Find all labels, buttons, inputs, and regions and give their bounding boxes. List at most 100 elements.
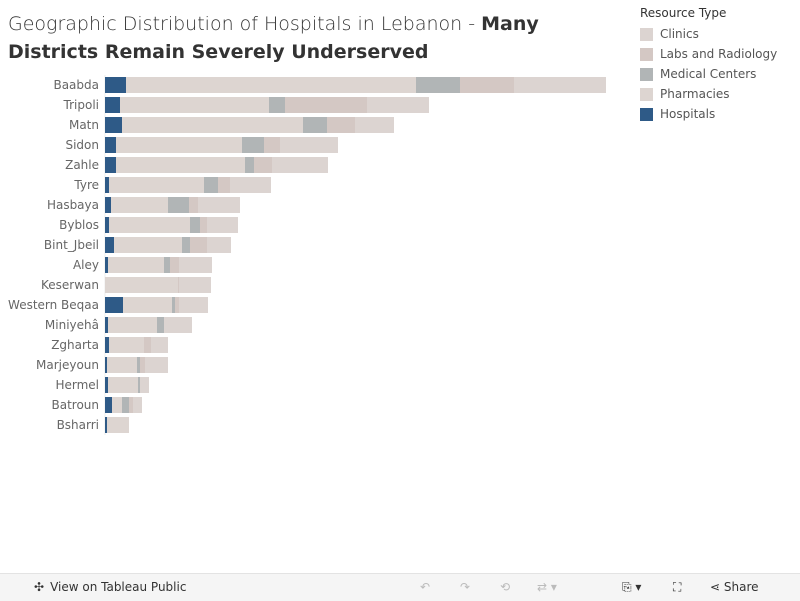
bar-segment-clinics[interactable] [179, 277, 211, 293]
view-on-tableau-button[interactable]: ✣ View on Tableau Public [34, 580, 186, 594]
category-label: Sidon [65, 138, 99, 152]
bar-segment-labs-and-radiology[interactable] [327, 117, 355, 133]
bar-segment-medical-centers[interactable] [303, 117, 327, 133]
bar-segment-clinics[interactable] [514, 77, 606, 93]
legend-item[interactable]: Pharmacies [640, 84, 777, 104]
bar-segment-hospitals[interactable] [105, 357, 107, 373]
bar-segment-pharmacies[interactable] [108, 377, 138, 393]
bar-segment-pharmacies[interactable] [122, 117, 303, 133]
bar-segment-clinics[interactable] [145, 357, 168, 373]
bar-segment-pharmacies[interactable] [112, 397, 122, 413]
bar-segment-labs-and-radiology[interactable] [190, 237, 207, 253]
bar-segment-labs-and-radiology[interactable] [254, 157, 272, 173]
bar-segment-clinics[interactable] [179, 257, 212, 273]
bar-segment-clinics[interactable] [179, 297, 208, 313]
bar-segment-clinics[interactable] [280, 137, 338, 153]
bar-segment-pharmacies[interactable] [109, 337, 144, 353]
bar-segment-labs-and-radiology[interactable] [200, 217, 207, 233]
redo-icon[interactable]: ↷ [460, 580, 471, 594]
bar-segment-clinics[interactable] [207, 237, 231, 253]
bar-segment-labs-and-radiology[interactable] [264, 137, 280, 153]
bar-segment-clinics[interactable] [272, 157, 328, 173]
bar-segment-clinics[interactable] [133, 397, 142, 413]
bar-segment-pharmacies[interactable] [114, 237, 182, 253]
bar-segment-medical-centers[interactable] [122, 397, 129, 413]
bar-segment-hospitals[interactable] [105, 77, 126, 93]
share-button[interactable]: ⋖ Share [710, 580, 759, 594]
bar-segment-clinics[interactable] [140, 377, 149, 393]
bar-segment-medical-centers[interactable] [416, 77, 460, 93]
bar-segment-labs-and-radiology[interactable] [140, 357, 145, 373]
bar-segment-medical-centers[interactable] [182, 237, 190, 253]
legend-label: Labs and Radiology [660, 47, 778, 61]
bar-segment-hospitals[interactable] [105, 137, 116, 153]
bar-segment-medical-centers[interactable] [157, 317, 164, 333]
bar-segment-clinics[interactable] [164, 317, 192, 333]
bar-segment-labs-and-radiology[interactable] [170, 257, 179, 273]
category-label: Marjeyoun [36, 358, 99, 372]
bar-segment-medical-centers[interactable] [137, 357, 140, 373]
bar-segment-medical-centers[interactable] [138, 377, 140, 393]
bar-segment-labs-and-radiology[interactable] [189, 197, 198, 213]
bar-segment-hospitals[interactable] [105, 397, 112, 413]
bar-segment-hospitals[interactable] [105, 337, 109, 353]
bar-segment-pharmacies[interactable] [120, 97, 269, 113]
bar-segment-medical-centers[interactable] [204, 177, 218, 193]
legend-item[interactable]: Labs and Radiology [640, 44, 777, 64]
bar-segment-hospitals[interactable] [105, 237, 114, 253]
bar-segment-medical-centers[interactable] [242, 137, 264, 153]
bar-segment-hospitals[interactable] [105, 417, 107, 433]
bar-segment-hospitals[interactable] [105, 377, 108, 393]
legend-item[interactable]: Hospitals [640, 104, 777, 124]
bar-segment-hospitals[interactable] [105, 317, 108, 333]
bar-segment-hospitals[interactable] [105, 177, 109, 193]
bar-segment-pharmacies[interactable] [109, 177, 204, 193]
bar-segment-hospitals[interactable] [105, 117, 122, 133]
bar-segment-pharmacies[interactable] [116, 157, 245, 173]
bar-segment-clinics[interactable] [355, 117, 394, 133]
bar-segment-clinics[interactable] [230, 177, 271, 193]
bar-segment-pharmacies[interactable] [108, 257, 164, 273]
bar-segment-pharmacies[interactable] [126, 77, 416, 93]
bar-segment-medical-centers[interactable] [168, 197, 189, 213]
bar-segment-clinics[interactable] [207, 217, 238, 233]
bar-segment-clinics[interactable] [198, 197, 240, 213]
download-icon[interactable]: ⎘ ▾ [622, 580, 642, 594]
bar-segment-pharmacies[interactable] [107, 417, 129, 433]
bar-segment-labs-and-radiology[interactable] [285, 97, 367, 113]
bar-segment-medical-centers[interactable] [164, 257, 170, 273]
bar-segment-pharmacies[interactable] [107, 357, 137, 373]
refresh-icon[interactable]: ⇄ ▾ [537, 580, 557, 594]
category-label: Byblos [59, 218, 99, 232]
legend-item[interactable]: Medical Centers [640, 64, 777, 84]
bar-segment-pharmacies[interactable] [123, 297, 172, 313]
bar-segment-pharmacies[interactable] [105, 277, 178, 293]
bar-segment-hospitals[interactable] [105, 217, 109, 233]
bar-segment-hospitals[interactable] [105, 257, 108, 273]
bar-segment-labs-and-radiology[interactable] [175, 297, 179, 313]
bar-segment-clinics[interactable] [367, 97, 429, 113]
revert-icon[interactable]: ⟲ [500, 580, 511, 594]
legend-item[interactable]: Clinics [640, 24, 777, 44]
bar-segment-labs-and-radiology[interactable] [178, 277, 179, 293]
bar-segment-hospitals[interactable] [105, 197, 111, 213]
bar-segment-labs-and-radiology[interactable] [218, 177, 230, 193]
bar-segment-hospitals[interactable] [105, 97, 120, 113]
bar-segment-medical-centers[interactable] [190, 217, 200, 233]
bar-segment-labs-and-radiology[interactable] [144, 337, 151, 353]
bar-segment-medical-centers[interactable] [269, 97, 285, 113]
bar-segment-pharmacies[interactable] [109, 217, 190, 233]
bar-segment-medical-centers[interactable] [172, 297, 175, 313]
bar-segment-pharmacies[interactable] [108, 317, 157, 333]
bar-segment-pharmacies[interactable] [116, 137, 242, 153]
fullscreen-icon[interactable]: ⛶ [673, 580, 682, 594]
bar-segment-labs-and-radiology[interactable] [129, 397, 133, 413]
bar-segment-clinics[interactable] [151, 337, 168, 353]
bar-segment-hospitals[interactable] [105, 157, 116, 173]
bar-segment-pharmacies[interactable] [111, 197, 168, 213]
bar-segment-medical-centers[interactable] [245, 157, 254, 173]
bar-segment-hospitals[interactable] [105, 297, 123, 313]
undo-icon[interactable]: ↶ [420, 580, 431, 594]
bar-segment-labs-and-radiology[interactable] [460, 77, 514, 93]
category-label: Bsharri [57, 418, 99, 432]
